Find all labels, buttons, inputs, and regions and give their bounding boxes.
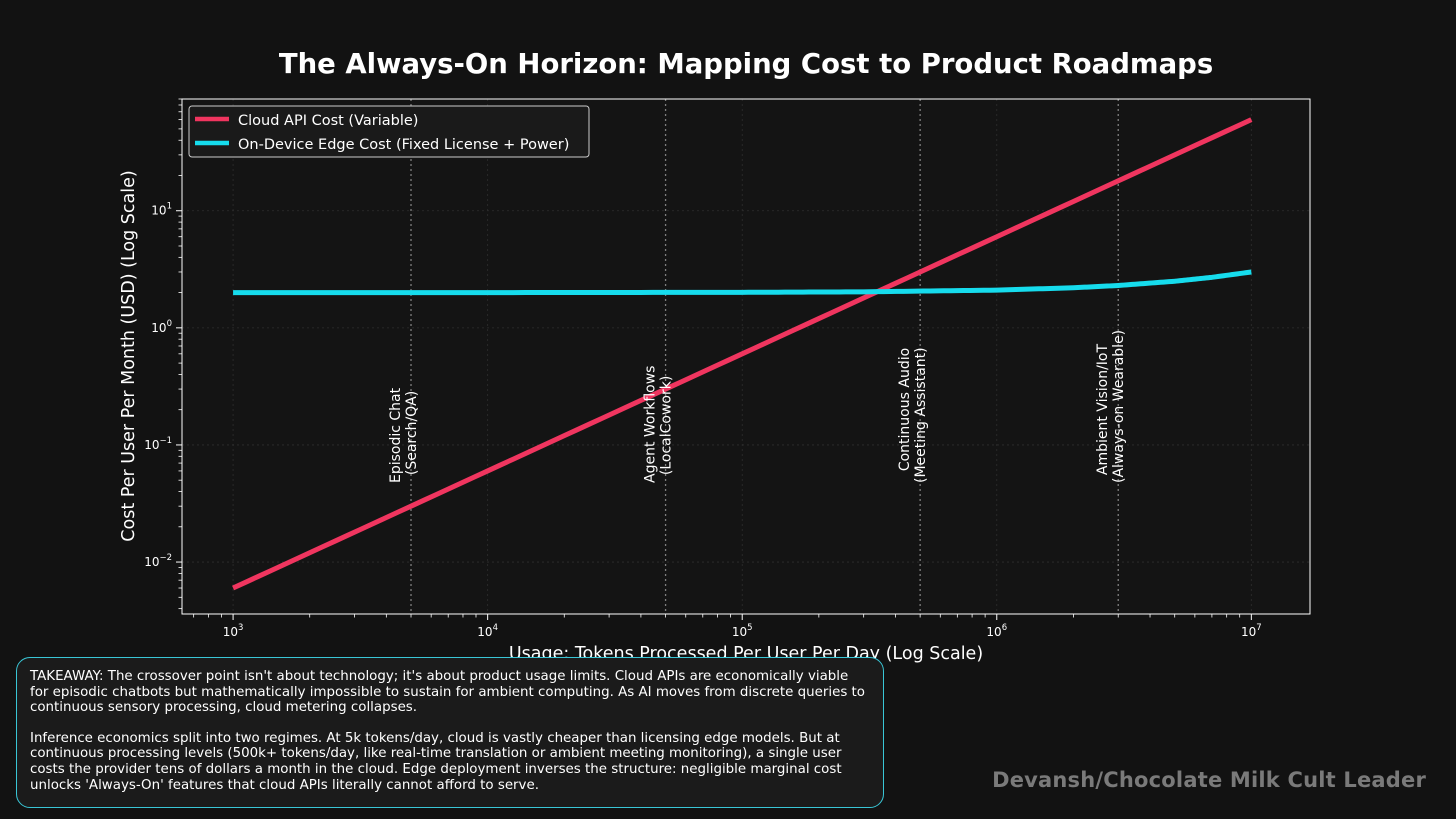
milestone-label-line2: (Search/QA) (404, 391, 420, 475)
y-tick-label: 101 (151, 202, 172, 218)
watermark: Devansh/Chocolate Milk Cult Leader (992, 768, 1426, 792)
x-tick-base: 10 (477, 625, 492, 639)
y-tick-label: 10−2 (144, 553, 172, 569)
milestone-label: Episodic Chat(Search/QA) (388, 387, 420, 483)
x-tick-base: 10 (986, 625, 1001, 639)
x-tick-base: 10 (732, 625, 747, 639)
legend: Cloud API Cost (Variable) On-Device Edge… (188, 105, 590, 158)
milestone-label: Continuous Audio(Meeting Assistant) (897, 347, 929, 483)
x-tick-label: 103 (223, 623, 244, 639)
takeaway-box: TAKEAWAY: The crossover point isn't abou… (16, 657, 884, 808)
takeaway-paragraph-2: Inference economics split into two regim… (30, 730, 842, 793)
y-axis-label: Cost Per User Per Month (USD) (Log Scale… (119, 170, 139, 541)
x-tick-exponent: 6 (1002, 623, 1007, 633)
milestone-label: Agent Workflows(LocalCowork) (643, 366, 675, 483)
x-tick-base: 10 (1241, 625, 1256, 639)
plot-area (182, 99, 1310, 614)
edge-cost-line (233, 269, 1252, 296)
legend-cloud-label: Cloud API Cost (Variable) (238, 113, 418, 129)
milestone-lines (410, 99, 1119, 614)
x-tick-exponent: 5 (747, 623, 752, 633)
milestone-label-line1: Episodic Chat (388, 387, 404, 483)
y-tick-exponent: 0 (167, 319, 172, 329)
milestone-label-line2: (LocalCowork) (659, 376, 675, 475)
milestone-label-line2: (Meeting Assistant) (913, 347, 929, 483)
x-tick-label: 104 (477, 623, 498, 639)
series-lines (232, 117, 1253, 591)
x-tick-base: 10 (223, 625, 238, 639)
legend-edge-label: On-Device Edge Cost (Fixed License + Pow… (238, 137, 569, 153)
x-tick-exponent: 3 (238, 623, 243, 633)
legend-box (188, 105, 590, 158)
y-tick-base: 10 (144, 555, 159, 569)
x-tick-label: 106 (986, 623, 1007, 639)
milestone-label: Ambient Vision/IoT(Always-on Wearable) (1095, 330, 1127, 483)
y-tick-label: 10−1 (144, 436, 172, 452)
grid (182, 99, 1310, 614)
x-tick-exponent: 4 (493, 623, 498, 633)
x-tick-label: 107 (1241, 623, 1262, 639)
milestone-label-line1: Continuous Audio (897, 348, 913, 471)
plot-frame (181, 98, 1311, 615)
x-tick-exponent: 7 (1256, 623, 1261, 633)
milestone-label-line1: Agent Workflows (643, 366, 659, 483)
y-tick-label: 100 (151, 319, 172, 335)
y-tick-exponent: −2 (159, 553, 172, 563)
milestone-label-line2: (Always-on Wearable) (1111, 330, 1127, 483)
cloud-cost-line (232, 117, 1253, 591)
y-tick-exponent: 1 (167, 202, 172, 212)
y-tick-base: 10 (144, 438, 159, 452)
chart-title: The Always-On Horizon: Mapping Cost to P… (279, 48, 1213, 80)
milestone-label-line1: Ambient Vision/IoT (1095, 343, 1111, 475)
y-tick-base: 10 (151, 321, 166, 335)
y-tick-base: 10 (151, 204, 166, 218)
takeaway-paragraph-1: TAKEAWAY: The crossover point isn't abou… (30, 669, 866, 716)
milestone-annotations: Episodic Chat(Search/QA) Agent Workflows(… (388, 330, 1127, 483)
x-tick-label: 105 (732, 623, 753, 639)
y-tick-exponent: −1 (159, 436, 172, 446)
